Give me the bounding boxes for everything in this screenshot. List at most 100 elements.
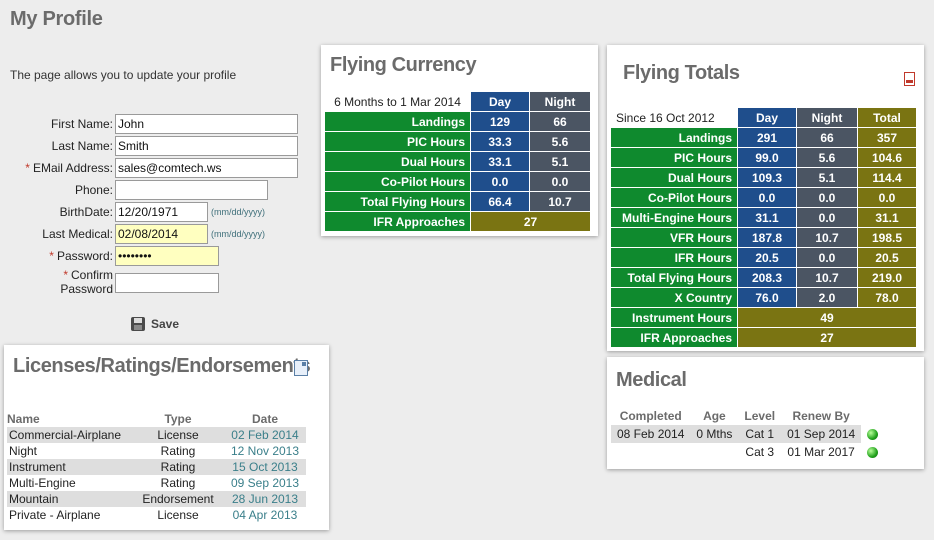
edit-icon[interactable] xyxy=(294,360,308,376)
col-completed: Completed xyxy=(619,409,682,423)
row-label: X Country xyxy=(611,288,737,307)
night-value: 5.6 xyxy=(530,132,590,151)
row-label: Total Flying Hours xyxy=(611,268,737,287)
col-day: Day xyxy=(471,92,529,111)
birthdate-hint: (mm/dd/yyyy) xyxy=(211,207,265,217)
row-label: IFR Approaches xyxy=(325,212,470,231)
license-date: 02 Feb 2014 xyxy=(224,427,306,443)
table-row: Total Flying Hours 66.4 10.7 xyxy=(325,192,590,211)
table-row: IFR Hours 20.5 0.0 20.5 xyxy=(611,248,916,267)
day-value: 20.5 xyxy=(738,248,796,267)
row-label: PIC Hours xyxy=(325,132,470,151)
pdf-icon[interactable] xyxy=(904,72,915,86)
confirm-label-line1: Confirm xyxy=(70,268,113,282)
save-button[interactable]: Save xyxy=(131,317,179,331)
phone-label: Phone: xyxy=(74,183,113,197)
birthdate-label: BirthDate: xyxy=(59,205,113,219)
table-row[interactable]: Multi-Engine Rating 09 Sep 2013 xyxy=(7,475,306,491)
col-status xyxy=(861,407,884,425)
license-type: Endorsement xyxy=(132,491,224,507)
col-renew: Renew By xyxy=(792,409,850,423)
night-value: 0.0 xyxy=(797,208,857,227)
email-label: * EMail Address: xyxy=(25,161,113,175)
status-cell xyxy=(861,425,885,443)
password-label-text: Password: xyxy=(56,249,113,263)
license-type: Rating xyxy=(160,444,196,458)
day-value: 187.8 xyxy=(738,228,796,247)
table-row[interactable]: Commercial-Airplane License 02 Feb 2014 xyxy=(7,427,306,443)
table-row: 08 Feb 2014 0 Mths Cat 1 01 Sep 2014 xyxy=(611,425,885,443)
currency-title: Flying Currency xyxy=(330,54,477,76)
level-value: Cat 1 xyxy=(738,425,782,443)
renew-value: 01 Mar 2017 xyxy=(787,445,855,459)
completed-value xyxy=(611,443,690,461)
email-field[interactable] xyxy=(115,158,298,178)
total-value: 0.0 xyxy=(858,188,916,207)
ifr-value: 27 xyxy=(471,212,590,231)
table-row[interactable]: Mountain Endorsement 28 Jun 2013 xyxy=(7,491,306,507)
save-label: Save xyxy=(151,317,180,331)
table-row: IFR Approaches 27 xyxy=(325,212,590,231)
confirm-label-line2: Password xyxy=(60,282,113,296)
first-name-field[interactable] xyxy=(115,114,298,134)
col-total: Total xyxy=(858,108,916,127)
confirm-password-field[interactable] xyxy=(115,273,219,293)
table-row: Dual Hours 33.1 5.1 xyxy=(325,152,590,171)
renew-value: 01 Sep 2014 xyxy=(781,425,862,443)
birthdate-field[interactable] xyxy=(115,202,208,222)
confirm-password-label: * Confirm Password xyxy=(60,268,113,296)
day-value: 109.3 xyxy=(738,168,796,187)
total-value: 104.6 xyxy=(858,148,916,167)
col-age: Age xyxy=(703,409,726,423)
day-value: 129 xyxy=(471,112,529,131)
total-value: 78.0 xyxy=(858,288,916,307)
night-value: 66 xyxy=(530,112,590,131)
last-name-field[interactable] xyxy=(115,136,298,156)
night-value: 5.1 xyxy=(797,168,857,187)
night-value: 10.7 xyxy=(797,228,857,247)
night-value: 2.0 xyxy=(797,288,857,307)
ifr-value: 27 xyxy=(738,328,916,347)
row-label: VFR Hours xyxy=(611,228,737,247)
day-value: 66.4 xyxy=(471,192,529,211)
day-value: 33.3 xyxy=(471,132,529,151)
table-row: Landings 291 66 357 xyxy=(611,128,916,147)
table-row[interactable]: Private - Airplane License 04 Apr 2013 xyxy=(7,507,306,523)
day-value: 208.3 xyxy=(738,268,796,287)
table-row: X Country 76.0 2.0 78.0 xyxy=(611,288,916,307)
night-value: 5.6 xyxy=(797,148,857,167)
required-mark: * xyxy=(49,249,54,263)
level-value: Cat 3 xyxy=(745,445,775,459)
instrument-value: 49 xyxy=(738,308,916,327)
license-type: Rating xyxy=(132,459,224,475)
col-date: Date xyxy=(251,412,278,426)
table-row[interactable]: Instrument Rating 15 Oct 2013 xyxy=(7,459,306,475)
last-name-label: Last Name: xyxy=(51,139,113,153)
row-label: Dual Hours xyxy=(611,168,737,187)
password-field[interactable] xyxy=(115,246,219,266)
phone-field[interactable] xyxy=(115,180,268,200)
col-name: Name xyxy=(7,412,40,426)
currency-period: 6 Months to 1 Mar 2014 xyxy=(325,92,470,111)
col-type: Type xyxy=(164,412,192,426)
table-row: Landings 129 66 xyxy=(325,112,590,131)
completed-value: 08 Feb 2014 xyxy=(611,425,691,443)
required-mark: * xyxy=(25,161,30,175)
license-date: 09 Sep 2013 xyxy=(230,476,300,490)
license-name: Mountain xyxy=(7,491,132,507)
table-row: Instrument Hours 49 xyxy=(611,308,916,327)
night-value: 0.0 xyxy=(797,188,857,207)
table-row: Total Flying Hours 208.3 10.7 219.0 xyxy=(611,268,916,287)
flying-totals-panel: Flying Totals Since 16 Oct 2012 Day Nigh… xyxy=(607,45,924,351)
last-medical-field[interactable] xyxy=(115,224,208,244)
password-label: * Password: xyxy=(49,249,113,263)
total-value: 114.4 xyxy=(858,168,916,187)
total-value: 219.0 xyxy=(858,268,916,287)
row-label: IFR Hours xyxy=(611,248,737,267)
col-night: Night xyxy=(797,108,857,127)
page-intro: The page allows you to update your profi… xyxy=(10,68,237,82)
required-mark: * xyxy=(63,268,68,282)
table-row[interactable]: Night Rating 12 Nov 2013 xyxy=(7,443,306,459)
row-label: Co-Pilot Hours xyxy=(325,172,470,191)
status-cell xyxy=(861,443,884,461)
